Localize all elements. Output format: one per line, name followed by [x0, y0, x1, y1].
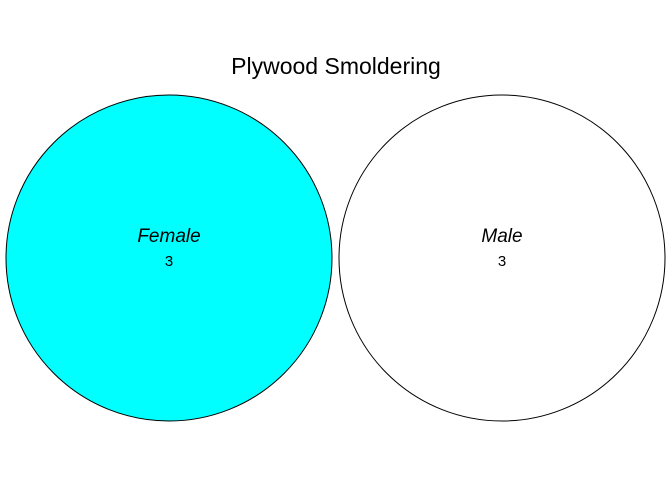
set-circle-male [338, 94, 666, 422]
set-label-male: Male [481, 226, 522, 247]
set-count-male: 3 [498, 253, 506, 270]
set-circle-female [5, 94, 333, 422]
chart-title: Plywood Smoldering [231, 53, 441, 79]
set-label-female: Female [137, 226, 200, 247]
set-count-female: 3 [165, 253, 173, 270]
